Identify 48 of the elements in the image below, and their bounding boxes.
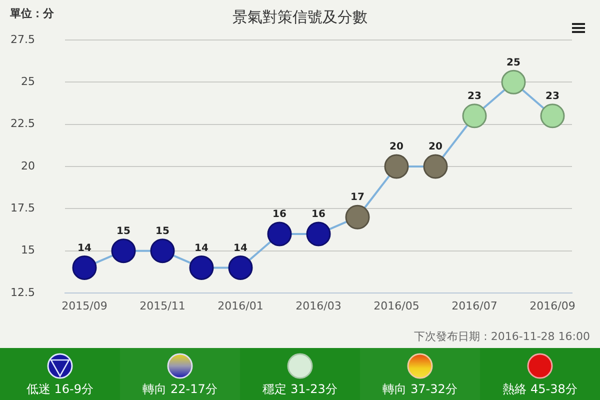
text: 熱絡 45-38分: [502, 382, 578, 397]
y-tick-label: 27.5: [10, 32, 35, 46]
data-label: 15: [156, 226, 170, 237]
x-tick-label: 2015/09: [62, 299, 108, 312]
point: [189, 255, 214, 280]
chart-title: 景氣對策信號及分數: [232, 8, 368, 26]
point: [501, 70, 526, 94]
y-axis-title: 單位：分: [9, 6, 55, 20]
x-tick-label: 2016/01: [218, 299, 264, 312]
point: [150, 238, 175, 264]
point: [540, 104, 565, 128]
point: [384, 154, 409, 179]
y-tick-label: 20: [21, 159, 35, 172]
data-label: 14: [234, 242, 248, 254]
x-tick-label: 2016/05: [374, 299, 420, 312]
data-label: 17: [350, 192, 364, 204]
text: 轉向 22-17分: [142, 382, 218, 397]
point: [72, 255, 97, 280]
x-tick-label: 2016/09: [530, 299, 576, 312]
text: 低迷 16-9分: [26, 382, 94, 397]
data-label: 14: [78, 242, 92, 254]
y-tick-label: 12.5: [10, 286, 35, 299]
data-label: 16: [272, 209, 286, 220]
text: 下次發布日期 : 2016-11-28 16:00: [414, 330, 590, 343]
point: [228, 255, 253, 280]
point: [267, 222, 292, 246]
data-label: 20: [428, 142, 442, 153]
y-tick-label: 25: [21, 75, 35, 88]
x-tick-label: 2016/07: [452, 299, 498, 312]
data-label: 14: [194, 242, 208, 254]
x-tick-label: 2016/03: [296, 299, 342, 312]
data-label: 25: [506, 57, 520, 68]
data-label: 15: [116, 226, 130, 237]
point: [423, 154, 448, 179]
data-label: 23: [546, 90, 560, 102]
y-tick-label: 22.5: [10, 117, 35, 130]
text: 轉向 37-32分: [382, 382, 458, 397]
x-tick-label: 2015/11: [140, 299, 186, 312]
data-label: 20: [390, 142, 404, 153]
point: [462, 104, 487, 128]
data-label: 23: [468, 90, 482, 102]
point: [111, 238, 136, 264]
data-label: 16: [312, 209, 326, 220]
y-tick-label: 15: [21, 244, 35, 257]
y-tick-label: 17.5: [10, 202, 35, 215]
point: [306, 222, 331, 246]
text: 穩定 31-23分: [262, 382, 338, 397]
point: [345, 204, 370, 230]
